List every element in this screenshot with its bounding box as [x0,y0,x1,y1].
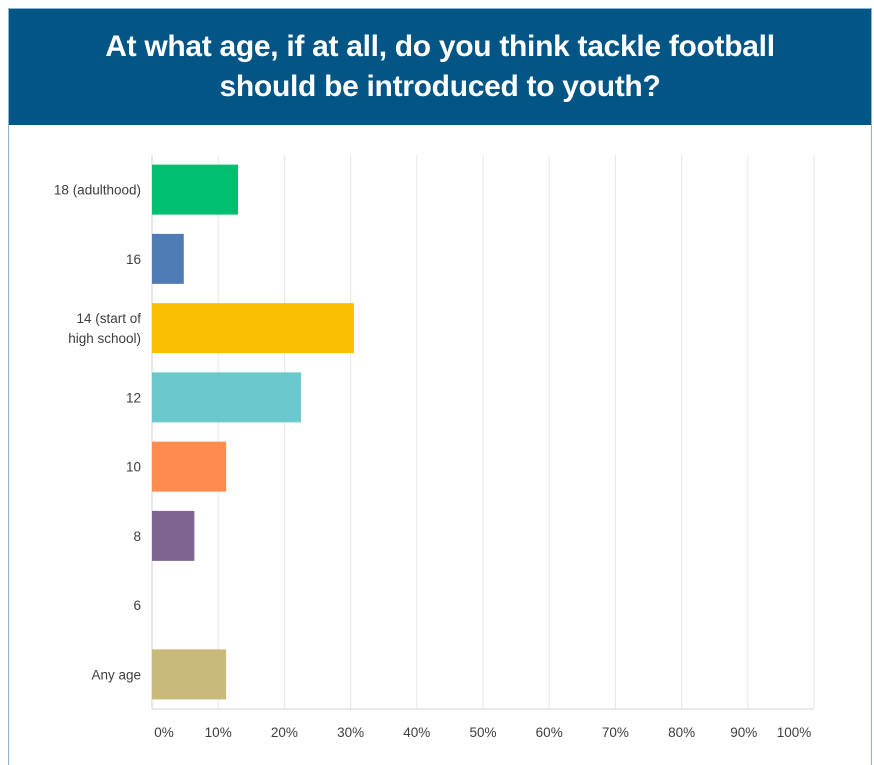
bar [152,510,195,561]
category-label: 6 [133,598,141,613]
x-tick-label: 80% [668,725,695,740]
bar [152,649,227,700]
grid-lines [151,155,815,710]
x-tick-label: 100% [777,725,812,740]
x-tick-labels: 0% 10% 20% 30% 40% 50% 60% 70% 80% 90% 100% [154,725,811,740]
category-label: 16 [126,252,141,267]
category-labels: 18 (adulthood) 16 14 (start of high school)… [54,183,141,683]
bar [152,441,227,492]
category-label: 12 [126,390,141,405]
x-tick-label: 60% [536,725,563,740]
x-tick-label: 0% [154,725,174,740]
x-tick-label: 30% [337,725,364,740]
x-tick-label: 90% [730,725,757,740]
bar [152,164,239,215]
category-label: 14 (start of high school) [68,311,141,346]
x-tick-label: 10% [205,725,232,740]
bar [152,372,301,423]
chart-title: At what age, if at all, do you think tac… [105,30,775,103]
chart-header: At what age, if at all, do you think tac… [9,9,871,125]
category-label: 10 [126,460,141,475]
bars [152,164,354,700]
bar [152,303,354,354]
x-tick-label: 50% [469,725,496,740]
x-tick-label: 40% [403,725,430,740]
x-tick-label: 70% [602,725,629,740]
category-label: 18 (adulthood) [54,183,141,198]
x-tick-label: 20% [271,725,298,740]
category-label: Any age [91,667,141,682]
bar [152,233,184,284]
category-label: 8 [133,529,141,544]
